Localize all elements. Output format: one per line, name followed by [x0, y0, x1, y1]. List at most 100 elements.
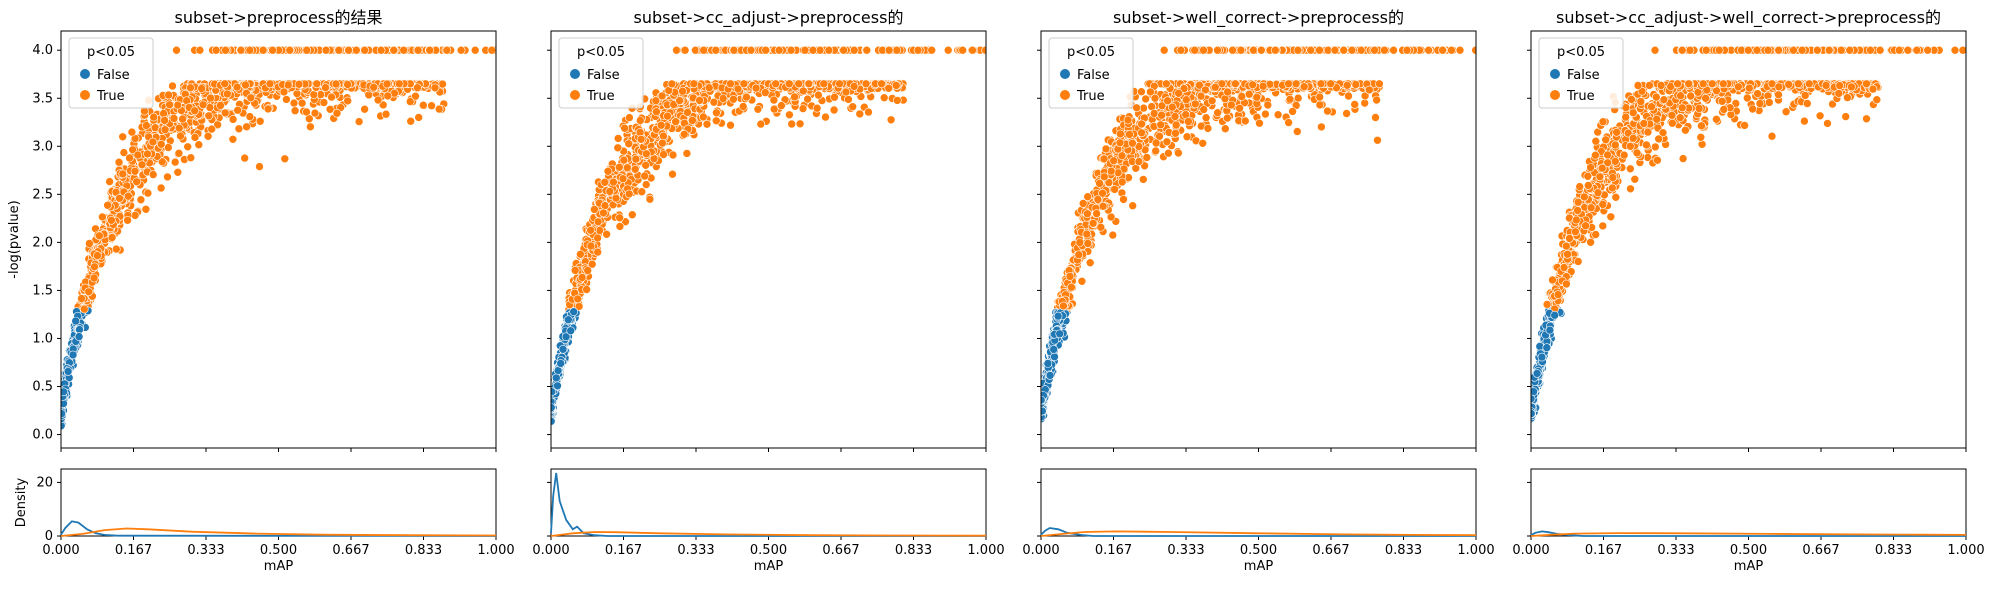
point-true: [1108, 230, 1118, 240]
point-true: [176, 131, 185, 141]
point-true: [174, 149, 184, 158]
y-tick-label: 1.0: [32, 331, 53, 346]
y-tick-label: 2.5: [32, 187, 53, 202]
point-true: [659, 131, 668, 141]
point-true: [141, 205, 151, 214]
point-true: [1271, 45, 1280, 55]
x-axis-label: mAP: [1244, 559, 1274, 574]
point-true: [394, 79, 404, 89]
point-true: [631, 154, 641, 164]
point-true: [306, 122, 315, 132]
point-true: [593, 217, 603, 227]
point-true: [884, 84, 894, 93]
point-false: [1055, 329, 1064, 339]
point-true: [678, 86, 687, 96]
point-true: [1438, 45, 1447, 55]
point-true: [1236, 45, 1246, 55]
point-true: [1248, 80, 1257, 90]
point-true: [1299, 82, 1309, 91]
point-true: [128, 145, 137, 155]
point-true: [756, 119, 766, 129]
point-true: [891, 81, 901, 90]
point-true: [1184, 117, 1193, 126]
point-true: [195, 45, 205, 55]
point-true: [746, 45, 756, 55]
point-true: [130, 167, 140, 176]
point-true: [234, 124, 244, 134]
density-frame: [60, 468, 497, 537]
point-true: [600, 178, 610, 187]
point-true: [1249, 45, 1258, 55]
point-true: [124, 191, 133, 201]
point-true: [302, 45, 312, 55]
point-true: [835, 79, 844, 89]
point-true: [1098, 201, 1108, 211]
point-true: [1083, 209, 1092, 218]
point-true: [163, 172, 172, 182]
point-true: [586, 226, 596, 235]
point-true: [618, 174, 628, 183]
point-true: [877, 79, 886, 89]
point-true: [587, 259, 597, 269]
point-true: [197, 84, 206, 93]
point-true: [360, 45, 370, 55]
point-true: [1198, 139, 1207, 148]
point-true: [133, 150, 143, 160]
point-true: [290, 106, 300, 115]
point-true: [1140, 161, 1149, 171]
point-true: [1128, 138, 1137, 148]
density-true-line: [550, 531, 987, 537]
point-true: [726, 79, 735, 89]
point-true: [668, 150, 678, 160]
point-false: [563, 315, 573, 325]
point-true: [671, 117, 680, 126]
point-true: [1104, 178, 1114, 187]
point-true: [160, 116, 169, 125]
point-true: [1237, 92, 1247, 101]
point-true: [1223, 87, 1232, 97]
point-true: [1330, 45, 1340, 55]
point-true: [573, 294, 583, 304]
point-true: [695, 96, 704, 105]
point-true: [577, 273, 587, 282]
point-true: [849, 45, 859, 55]
point-true: [223, 89, 232, 99]
point-true: [586, 241, 596, 251]
x-axis-label: mAP: [264, 559, 294, 574]
legend-label-true: True: [96, 89, 125, 104]
point-true: [344, 45, 353, 55]
point-true: [373, 95, 383, 105]
point-true: [812, 103, 822, 113]
point-true: [236, 45, 246, 55]
point-false: [558, 344, 568, 354]
x-tick-label: 0.667: [332, 543, 369, 558]
point-true: [265, 79, 275, 89]
point-true: [1223, 113, 1232, 123]
y-tick-label: 1.5: [32, 283, 53, 298]
point-true: [761, 45, 771, 55]
point-true: [712, 108, 721, 118]
point-true: [434, 104, 444, 114]
point-true: [1099, 154, 1109, 164]
point-true: [659, 150, 668, 159]
point-true: [325, 105, 335, 114]
point-true: [1098, 188, 1107, 198]
point-true: [178, 114, 187, 124]
point-true: [376, 45, 386, 55]
point-true: [1235, 104, 1244, 113]
point-true: [343, 80, 352, 89]
point-false: [556, 359, 566, 368]
point-true: [1142, 153, 1152, 162]
point-true: [98, 212, 107, 222]
point-true: [1651, 142, 1660, 152]
point-true: [886, 115, 896, 125]
point-true: [1862, 114, 1871, 124]
point-true: [861, 79, 871, 89]
point-true: [1163, 96, 1172, 105]
point-true: [383, 91, 393, 101]
point-true: [640, 171, 650, 181]
point-true: [1315, 45, 1324, 55]
point-true: [1373, 136, 1382, 145]
point-true: [590, 205, 599, 214]
